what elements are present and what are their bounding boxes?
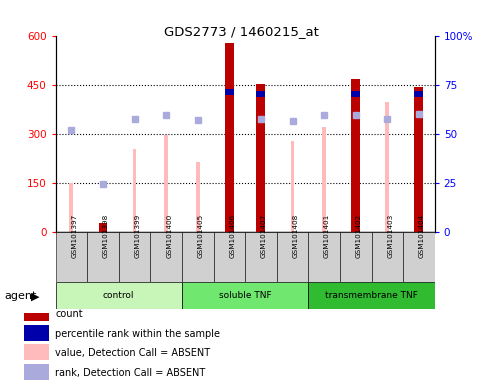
Bar (308, 282, 435, 309)
Text: GSM101404: GSM101404 (419, 214, 425, 258)
Text: GSM101407: GSM101407 (261, 214, 267, 258)
Bar (133, 149, 136, 232)
Bar (119, 232, 150, 282)
Bar (87, 232, 119, 282)
Text: GSM101405: GSM101405 (198, 214, 204, 258)
Bar (414, 91, 423, 97)
Bar (256, 84, 265, 232)
Text: GSM101402: GSM101402 (355, 214, 362, 258)
Bar (70, 183, 73, 232)
Bar (24, 305, 48, 321)
Bar (245, 232, 277, 282)
Bar (291, 141, 295, 232)
Bar (225, 89, 234, 95)
Text: rank, Detection Call = ABSENT: rank, Detection Call = ABSENT (56, 367, 206, 377)
Text: control: control (103, 291, 134, 300)
Text: soluble TNF: soluble TNF (219, 291, 271, 300)
Text: GSM101398: GSM101398 (103, 214, 109, 258)
Text: GSM101403: GSM101403 (387, 214, 393, 258)
Text: GSM101399: GSM101399 (135, 214, 141, 258)
Bar (182, 232, 213, 282)
Bar (196, 162, 199, 232)
Text: GSM101406: GSM101406 (229, 214, 235, 258)
Text: GSM101401: GSM101401 (324, 214, 330, 258)
Bar (164, 135, 168, 232)
Bar (150, 232, 182, 282)
Text: count: count (56, 309, 83, 319)
Bar (256, 91, 265, 97)
Text: percentile rank within the sample: percentile rank within the sample (56, 329, 220, 339)
Bar (24, 344, 48, 360)
Bar (371, 232, 403, 282)
Text: GSM101397: GSM101397 (71, 214, 77, 258)
Bar (414, 87, 423, 232)
Text: agent: agent (5, 291, 37, 301)
Bar (225, 43, 234, 232)
Bar (340, 232, 371, 282)
Bar (322, 127, 326, 232)
Bar (213, 232, 245, 282)
Bar (24, 325, 48, 341)
Text: ▶: ▶ (31, 291, 40, 301)
Bar (24, 364, 48, 380)
Bar (99, 223, 107, 232)
Text: value, Detection Call = ABSENT: value, Detection Call = ABSENT (56, 348, 211, 358)
Bar (56, 282, 182, 309)
Bar (308, 232, 340, 282)
Text: transmembrane TNF: transmembrane TNF (325, 291, 418, 300)
Bar (56, 232, 87, 282)
Text: GSM101408: GSM101408 (293, 214, 298, 258)
Bar (182, 282, 308, 309)
Bar (277, 232, 308, 282)
Text: GDS2773 / 1460215_at: GDS2773 / 1460215_at (164, 25, 319, 38)
Bar (351, 79, 360, 232)
Bar (403, 232, 435, 282)
Bar (385, 103, 389, 232)
Bar (351, 91, 360, 97)
Text: GSM101400: GSM101400 (166, 214, 172, 258)
